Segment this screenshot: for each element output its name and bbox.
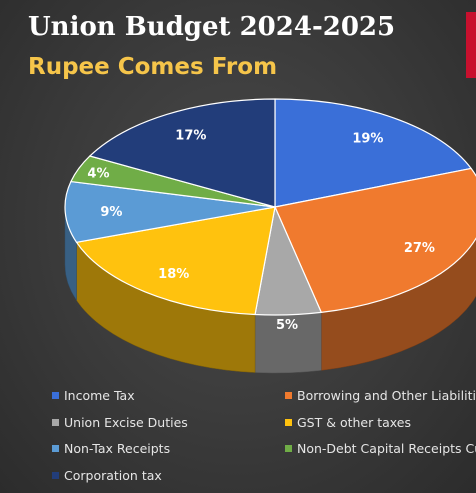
legend-label: Non-Debt Capital Receipts Cust xyxy=(297,441,476,456)
chart-subtitle: Rupee Comes From xyxy=(28,54,278,80)
legend-label: Non-Tax Receipts xyxy=(64,441,171,456)
chart-legend: Income Tax Borrowing and Other Liabilitie… xyxy=(0,382,476,492)
legend-item-non-debt-capital-receipts-cust: Non-Debt Capital Receipts Cust xyxy=(285,441,476,456)
legend-item-borrowing-and-other-liabilities: Borrowing and Other Liabilities xyxy=(285,388,476,403)
data-label-gst-other-taxes: 18% xyxy=(158,267,189,282)
chart-title: Union Budget 2024-2025 xyxy=(28,12,396,42)
legend-label: Borrowing and Other Liabilities xyxy=(297,388,476,403)
data-label-non-debt-capital-receipts-cust: 4% xyxy=(87,166,109,181)
legend-swatch xyxy=(52,418,59,426)
pie-slice-corporation-tax xyxy=(89,98,276,208)
logo-accent xyxy=(466,12,476,78)
legend-swatch xyxy=(52,471,59,479)
pie-slice-borrowing-and-other-liabilities xyxy=(274,167,476,313)
pie-chart: 19% 27% 5% 18% 9% 4% 17% xyxy=(64,98,476,374)
data-label-non-tax-receipts: 9% xyxy=(100,205,122,220)
data-label-corporation-tax: 17% xyxy=(175,129,206,144)
pie-slice-non-tax-receipts xyxy=(64,180,276,243)
legend-swatch xyxy=(285,418,292,426)
legend-label: Union Excise Duties xyxy=(64,414,188,430)
legend-label: GST & other taxes xyxy=(297,414,412,430)
legend-item-income-tax: Income Tax xyxy=(52,388,135,403)
legend-swatch xyxy=(52,392,59,399)
data-label-borrowing-and-other-liabilities: 27% xyxy=(404,241,435,256)
legend-item-gst-other-taxes: GST & other taxes xyxy=(285,415,411,430)
legend-swatch xyxy=(52,445,59,452)
data-label-union-excise-duties: 5% xyxy=(276,318,298,333)
legend-item-non-tax-receipts: Non-Tax Receipts xyxy=(52,441,170,456)
legend-label: Income Tax xyxy=(64,388,135,403)
pie-slice-income-tax xyxy=(274,98,472,208)
legend-item-union-excise-duties: Union Excise Duties xyxy=(52,415,188,430)
legend-label: Corporation tax xyxy=(64,467,162,483)
legend-item-corporation-tax: Corporation tax xyxy=(52,468,162,483)
legend-swatch xyxy=(285,392,292,399)
data-label-income-tax: 19% xyxy=(352,132,383,147)
legend-swatch xyxy=(285,445,292,452)
